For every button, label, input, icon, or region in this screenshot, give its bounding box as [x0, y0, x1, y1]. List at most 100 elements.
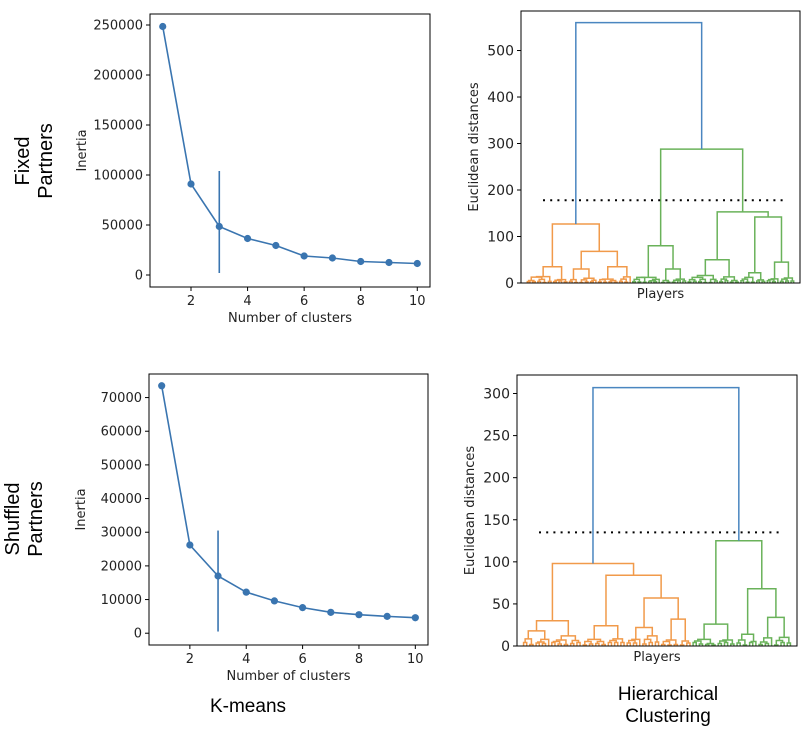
dendrogram-shuffled-orange-link-40: [635, 626, 654, 640]
dendrogram-shuffled-ytick-label-150: 150: [483, 513, 510, 529]
dendrogram-shuffled-green-link-69: [748, 641, 754, 646]
kmeans-shuffled-xtick-label-2: 2: [186, 652, 194, 667]
dendrogram-fixed-green-link-99: [659, 148, 744, 246]
kmeans-shuffled-ytick-label-70000: 70000: [101, 391, 142, 406]
dendrogram-shuffled-orange-link-51: [605, 574, 662, 626]
dendrogram-shuffled-orange-link-17: [535, 620, 570, 636]
dendrogram-fixed-green-link-46: [649, 280, 656, 282]
kmeans-fixed-axes-frame: [149, 13, 431, 288]
kmeans-shuffled-point-7: [327, 608, 335, 616]
dendrogram-shuffled-green-link-82: [746, 588, 777, 635]
dendrogram-shuffled-ytick-label-100: 100: [483, 555, 510, 571]
dendrogram-shuffled-orange-link-50: [643, 597, 679, 628]
kmeans-fixed-point-7: [328, 254, 337, 262]
kmeans-shuffled-ytick-label-60000: 60000: [101, 425, 142, 440]
kmeans-fixed-point-9: [385, 258, 393, 267]
dendrogram-fixed-green-link-48: [640, 276, 657, 280]
dendrogram-fixed-green-link-43: [636, 276, 646, 283]
kmeans-fixed-ytick-label-250000: 250000: [93, 19, 143, 34]
kmeans-shuffled-ytick-label-0: 0: [134, 627, 142, 642]
dendrogram-shuffled-orange-link-37: [654, 641, 660, 646]
dendrogram-fixed-green-link-97: [754, 216, 783, 273]
dendrogram-shuffled-orange-link-36: [648, 641, 654, 646]
kmeans-shuffled-series-line: [160, 385, 416, 619]
dendrogram-fixed-orange-link-8: [535, 275, 551, 282]
kmeans-shuffled-point-1: [158, 382, 166, 390]
dendrogram-fixed-green-link-82: [744, 276, 754, 283]
dendrogram-shuffled-green-link-61: [723, 641, 729, 646]
kmeans-fixed-ytick-label-150000: 150000: [93, 119, 143, 134]
kmeans-shuffled-point-10: [411, 614, 419, 622]
kmeans-shuffled-ytick-label-50000: 50000: [101, 458, 142, 473]
kmeans-shuffled-axes-frame: [148, 373, 429, 646]
kmeans-shuffled-xtick-label-8: 8: [355, 652, 363, 667]
dendrogram-fixed-green-link-69: [696, 274, 714, 280]
dendrogram-fixed-green-link-86: [748, 272, 762, 280]
kmeans-shuffled-point-6: [298, 604, 307, 612]
dendrogram-shuffled-green-link-81: [766, 616, 785, 638]
dendrogram-fixed-green-link-68: [691, 276, 704, 280]
kmeans-shuffled-point-8: [355, 611, 363, 619]
column-label-hierarchical-line1: Hierarchical: [617, 684, 719, 705]
dendrogram-shuffled-root-link-84: [592, 386, 740, 564]
dendrogram-fixed-green-link-77: [704, 259, 730, 277]
dendrogram-fixed-root-link-100: [575, 21, 703, 224]
kmeans-fixed-ytick-label-0: 0: [135, 269, 143, 284]
dendrogram-fixed-green-link-96: [773, 261, 790, 279]
dendrogram-fixed-ytick-label-500: 500: [487, 44, 514, 60]
dendrogram-fixed-chart: 0 100 200 300 400 500 Players Euclidean distanc…: [467, 21, 795, 302]
kmeans-shuffled-point-2: [186, 541, 194, 549]
column-label-hierarchical-line2: Clustering: [625, 706, 711, 727]
dendrogram-shuffled-orange-link-14: [576, 641, 581, 646]
dendrogram-fixed-orange-link-37: [580, 250, 619, 270]
kmeans-shuffled-ytick-label-40000: 40000: [101, 492, 142, 507]
dendrogram-shuffled-ytick-label-250: 250: [483, 429, 510, 445]
kmeans-shuffled-xtick-label-10: 10: [407, 652, 424, 667]
kmeans-fixed-point-8: [357, 257, 365, 266]
dendrogram-fixed-orange-link-38: [551, 223, 601, 267]
dendrogram-shuffled-orange-link-7: [527, 630, 546, 640]
kmeans-fixed-xtick-label-6: 6: [300, 294, 308, 309]
dendrogram-shuffled-ylabel: Euclidean distances: [463, 446, 478, 575]
dendrogram-fixed-green-link-58: [647, 245, 674, 278]
dendrogram-fixed-ytick-label-0: 0: [505, 276, 514, 292]
kmeans-shuffled-point-4: [242, 588, 250, 596]
column-label-kmeans-line1: K-means: [209, 696, 287, 717]
kmeans-shuffled-ytick-label-10000: 10000: [101, 593, 142, 608]
column-label-hierarchical: Hierarchical Clustering: [588, 684, 748, 728]
kmeans-shuffled-chart: 2 4 6 8 10 0 10000 20000 30000 40000 50000 60000 700…: [74, 382, 424, 684]
dendrogram-fixed-ytick-label-300: 300: [487, 137, 514, 153]
kmeans-fixed-chart: 2 4 6 8 10 0 50000 100000 150000 200000 250000 Numb…: [75, 19, 426, 327]
dendrogram-shuffled-green-link-80: [778, 636, 790, 643]
dendrogram-fixed-ylabel: Euclidean distances: [467, 82, 482, 211]
dendrogram-fixed-green-link-76: [723, 276, 736, 281]
kmeans-shuffled-ytick-label-20000: 20000: [101, 559, 142, 574]
kmeans-fixed-point-10: [413, 259, 421, 268]
dendrogram-shuffled-orange-link-16: [560, 635, 577, 641]
kmeans-fixed-xtick-label-8: 8: [357, 294, 365, 309]
kmeans-fixed-xtick-label-2: 2: [187, 294, 195, 309]
dendrogram-shuffled-green-link-53: [692, 641, 697, 646]
dendrogram-shuffled-green-link-83: [715, 540, 763, 625]
kmeans-fixed-xlabel: Number of clusters: [228, 311, 352, 326]
dendrogram-shuffled-orange-link-25: [607, 641, 613, 646]
kmeans-fixed-point-1: [159, 22, 167, 31]
dendrogram-fixed-green-link-98: [716, 211, 769, 260]
dendrogram-shuffled-ytick-label-0: 0: [501, 639, 510, 655]
dendrogram-shuffled-ytick-label-50: 50: [492, 597, 510, 613]
dendrogram-fixed-xlabel: Players: [637, 287, 684, 302]
dendrogram-fixed-orange-link-14: [542, 265, 563, 280]
dendrogram-shuffled-green-link-77: [780, 641, 785, 646]
dendrogram-shuffled-orange-link-39: [646, 635, 658, 642]
dendrogram-fixed-ytick-label-100: 100: [487, 230, 514, 246]
kmeans-fixed-point-4: [243, 234, 252, 243]
kmeans-shuffled-ylabel: Inertia: [74, 488, 89, 530]
kmeans-shuffled-xtick-label-6: 6: [298, 652, 306, 667]
dendrogram-fixed-orange-link-36: [607, 265, 628, 280]
dendrogram-shuffled-chart: 0 50 100 150 200 250 300 Players Euclidean dista…: [463, 386, 792, 665]
kmeans-fixed-ytick-label-200000: 200000: [93, 69, 143, 84]
dendrogram-shuffled-orange-link-30: [593, 625, 619, 640]
dendrogram-fixed-ytick-label-200: 200: [487, 183, 514, 199]
kmeans-shuffled-xtick-label-4: 4: [242, 652, 250, 667]
